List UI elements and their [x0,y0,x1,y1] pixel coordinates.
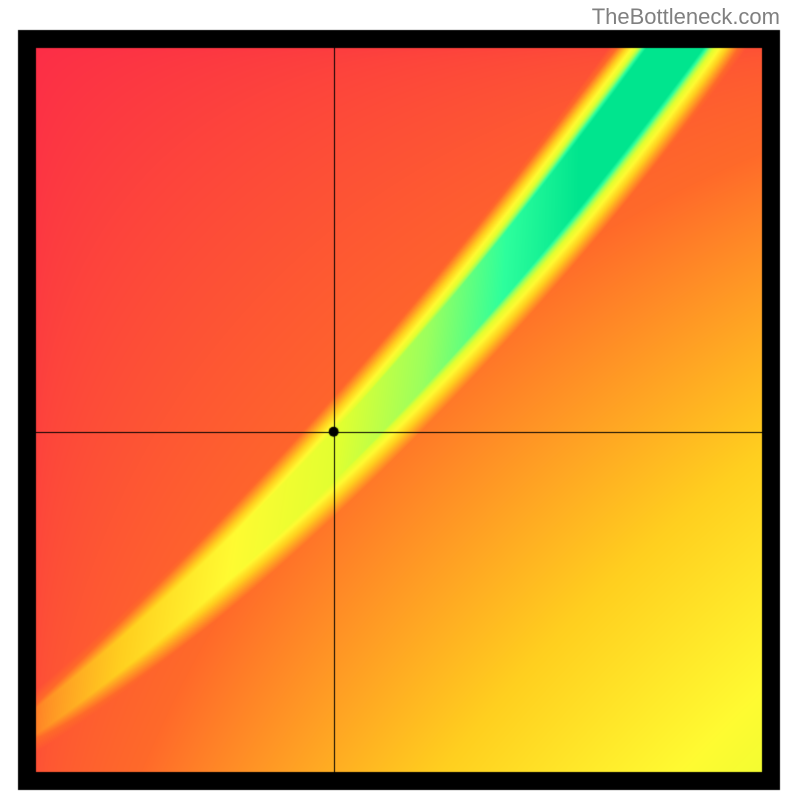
chart-container: TheBottleneck.com [0,0,800,800]
watermark-text: TheBottleneck.com [592,4,780,30]
bottleneck-heatmap [0,0,800,800]
